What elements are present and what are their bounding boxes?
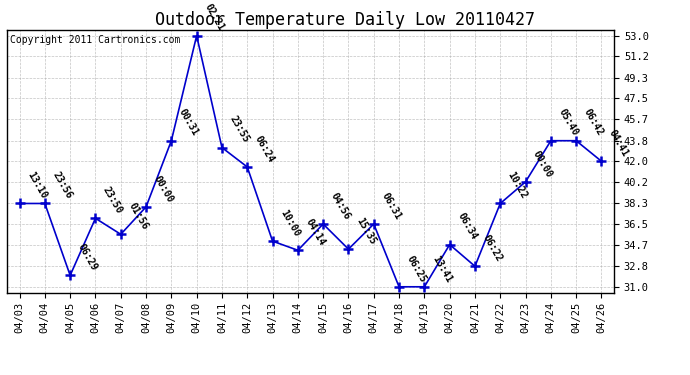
Text: 06:31: 06:31 xyxy=(380,191,403,221)
Text: 06:24: 06:24 xyxy=(253,134,276,164)
Text: 05:40: 05:40 xyxy=(556,108,580,138)
Text: 04:14: 04:14 xyxy=(304,217,327,248)
Text: 01:56: 01:56 xyxy=(126,201,150,231)
Text: 10:00: 10:00 xyxy=(278,208,302,238)
Text: 06:25: 06:25 xyxy=(404,254,428,284)
Text: 02:21: 02:21 xyxy=(202,3,226,33)
Text: 06:22: 06:22 xyxy=(480,233,504,264)
Text: 00:31: 00:31 xyxy=(177,108,200,138)
Text: 13:10: 13:10 xyxy=(25,170,48,201)
Text: 06:42: 06:42 xyxy=(582,108,605,138)
Text: Outdoor Temperature Daily Low 20110427: Outdoor Temperature Daily Low 20110427 xyxy=(155,11,535,29)
Text: 06:34: 06:34 xyxy=(455,211,479,242)
Text: 23:55: 23:55 xyxy=(228,114,251,145)
Text: 06:29: 06:29 xyxy=(76,242,99,273)
Text: 00:00: 00:00 xyxy=(531,148,555,179)
Text: 23:56: 23:56 xyxy=(50,170,74,201)
Text: 04:56: 04:56 xyxy=(328,191,352,221)
Text: 23:50: 23:50 xyxy=(101,185,124,216)
Text: 00:00: 00:00 xyxy=(152,174,175,204)
Text: 15:35: 15:35 xyxy=(354,216,377,246)
Text: Copyright 2011 Cartronics.com: Copyright 2011 Cartronics.com xyxy=(10,35,180,45)
Text: 04:41: 04:41 xyxy=(607,128,631,159)
Text: 13:41: 13:41 xyxy=(430,254,453,284)
Text: 10:22: 10:22 xyxy=(506,170,529,201)
